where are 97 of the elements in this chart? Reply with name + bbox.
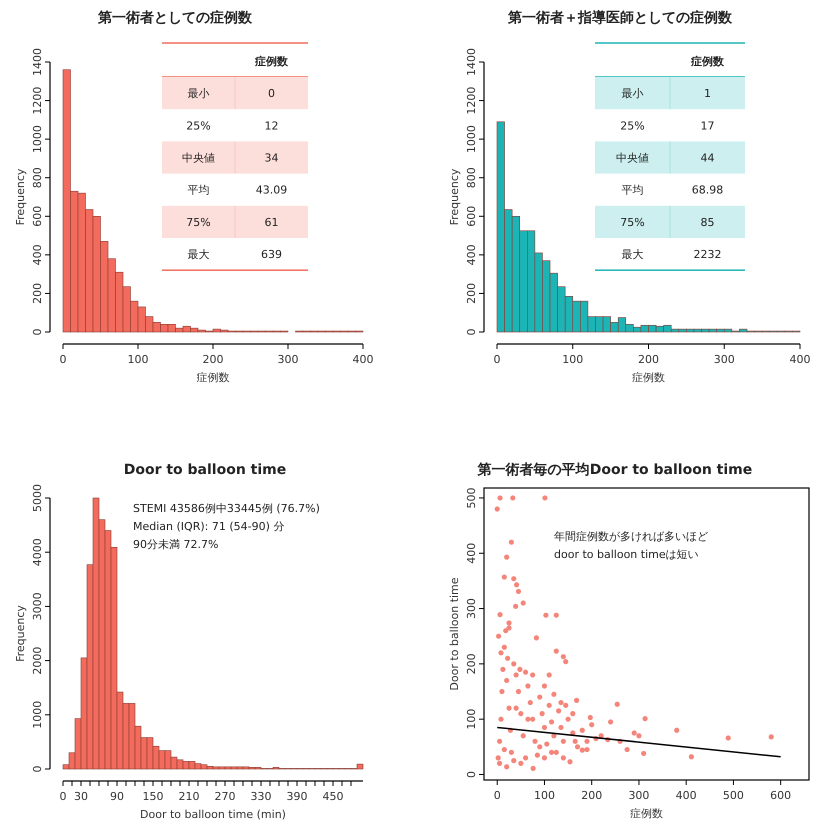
annotation: 68.98 xyxy=(692,184,724,197)
x-tick-label: 100 xyxy=(534,789,555,802)
x-tick-label: 100 xyxy=(562,353,584,366)
x-tick-label: 0 xyxy=(60,353,66,366)
chart-title: 第一術者としての症例数 xyxy=(97,9,253,26)
annotation: 25% xyxy=(186,119,211,132)
annotation: 75% xyxy=(186,216,211,229)
annotation: 中央値 xyxy=(182,152,215,164)
x-tick-label: 300 xyxy=(628,789,650,802)
chart-title: 第一術者毎の平均Door to balloon time xyxy=(476,462,752,478)
x-axis-title: 症例数 xyxy=(196,371,230,384)
x-axis-title: Door to balloon time (min) xyxy=(140,808,286,821)
y-axis-title: Frequency xyxy=(14,168,27,226)
annotation: 症例数 xyxy=(254,55,289,68)
annotation: 最大 xyxy=(188,248,210,262)
y-tick-label: 3000 xyxy=(31,592,44,620)
x-tick-label: 90 xyxy=(110,790,124,803)
x-axis-title: 症例数 xyxy=(632,371,665,384)
y-tick-label: 5000 xyxy=(31,484,44,512)
y-tick-label: 600 xyxy=(31,206,44,227)
x-axis-title: 症例数 xyxy=(630,807,663,820)
annotation: 最小 xyxy=(188,87,210,100)
y-tick-label: 0 xyxy=(465,770,478,778)
x-tick-label: 0 xyxy=(494,789,501,802)
annotation: 75% xyxy=(620,216,645,229)
y-tick-label: 0 xyxy=(31,766,44,772)
annotation: 61 xyxy=(264,216,278,229)
annotation: Median (IQR): 71 (54-90) 分 xyxy=(133,520,284,533)
y-tick-label: 400 xyxy=(465,244,478,266)
y-tick-label: 1000 xyxy=(465,125,478,154)
x-tick-label: 390 xyxy=(286,790,308,803)
chart-title: Door to balloon time xyxy=(124,462,286,478)
x-tick-label: 500 xyxy=(722,789,744,802)
annotation: 最大 xyxy=(622,248,644,262)
y-tick-label: 1200 xyxy=(465,86,478,115)
annotation: 平均 xyxy=(188,184,210,197)
x-tick-label: 300 xyxy=(714,353,735,366)
x-tick-label: 450 xyxy=(322,790,344,803)
x-tick-label: 400 xyxy=(352,353,374,366)
y-axis-title: Frequency xyxy=(448,168,461,226)
x-tick-label: 300 xyxy=(278,353,298,366)
x-tick-label: 0 xyxy=(60,790,66,803)
chart-title: 第一術者＋指導医師としての症例数 xyxy=(507,9,733,26)
annotation: 90分未満 72.7% xyxy=(133,538,218,551)
y-tick-label: 200 xyxy=(465,653,478,674)
y-tick-label: 1000 xyxy=(31,700,44,729)
x-tick-label: 200 xyxy=(202,353,224,366)
y-tick-label: 200 xyxy=(31,282,44,304)
y-tick-label: 300 xyxy=(465,598,478,620)
annotation: 0 xyxy=(268,87,275,100)
annotation: 85 xyxy=(700,216,714,229)
y-tick-label: 500 xyxy=(465,487,478,508)
y-tick-label: 200 xyxy=(465,282,478,304)
y-tick-label: 100 xyxy=(465,708,478,730)
annotation: 43.09 xyxy=(256,184,288,197)
x-tick-label: 600 xyxy=(770,789,792,802)
y-tick-label: 1400 xyxy=(31,48,44,76)
annotation: 1 xyxy=(704,87,711,100)
y-tick-label: 0 xyxy=(31,328,44,336)
x-tick-label: 200 xyxy=(638,353,659,366)
annotation: 25% xyxy=(620,119,645,132)
annotation: 34 xyxy=(264,152,278,164)
annotation: 12 xyxy=(264,119,278,132)
y-tick-label: 800 xyxy=(465,167,478,188)
y-tick-label: 1400 xyxy=(465,48,478,76)
x-tick-label: 100 xyxy=(128,353,148,366)
x-tick-label: 270 xyxy=(214,790,236,803)
y-tick-label: 600 xyxy=(465,206,478,227)
annotation: 症例数 xyxy=(690,55,725,68)
x-tick-label: 30 xyxy=(74,790,88,803)
annotation: STEMI 43586例中33445例 (76.7%) xyxy=(133,502,320,515)
annotation: 44 xyxy=(700,152,714,164)
y-tick-label: 2000 xyxy=(31,646,44,675)
y-tick-label: 1200 xyxy=(31,86,44,115)
annotation: 2232 xyxy=(694,248,722,262)
y-axis-title: Door to balloon time xyxy=(448,577,461,691)
annotation: door to balloon timeは短い xyxy=(554,548,699,561)
y-tick-label: 4000 xyxy=(31,538,44,566)
annotation: 中央値 xyxy=(616,152,649,164)
y-axis-title: Frequency xyxy=(14,604,27,662)
x-tick-label: 150 xyxy=(142,790,164,803)
y-tick-label: 400 xyxy=(465,542,478,564)
y-tick-label: 0 xyxy=(465,328,478,336)
y-tick-label: 400 xyxy=(31,244,44,266)
y-tick-label: 1000 xyxy=(31,125,44,154)
y-tick-label: 800 xyxy=(31,167,44,188)
annotation: 17 xyxy=(700,119,714,132)
x-tick-label: 400 xyxy=(676,789,697,802)
x-tick-label: 210 xyxy=(178,790,200,803)
annotation: 年間症例数が多ければ多いほど xyxy=(554,530,708,543)
x-tick-label: 0 xyxy=(494,353,500,366)
x-tick-label: 330 xyxy=(250,790,272,803)
x-tick-label: 400 xyxy=(790,353,810,366)
x-tick-label: 200 xyxy=(581,789,602,802)
annotation: 最小 xyxy=(622,87,644,100)
annotation: 639 xyxy=(261,248,282,262)
annotation: 平均 xyxy=(622,184,644,197)
